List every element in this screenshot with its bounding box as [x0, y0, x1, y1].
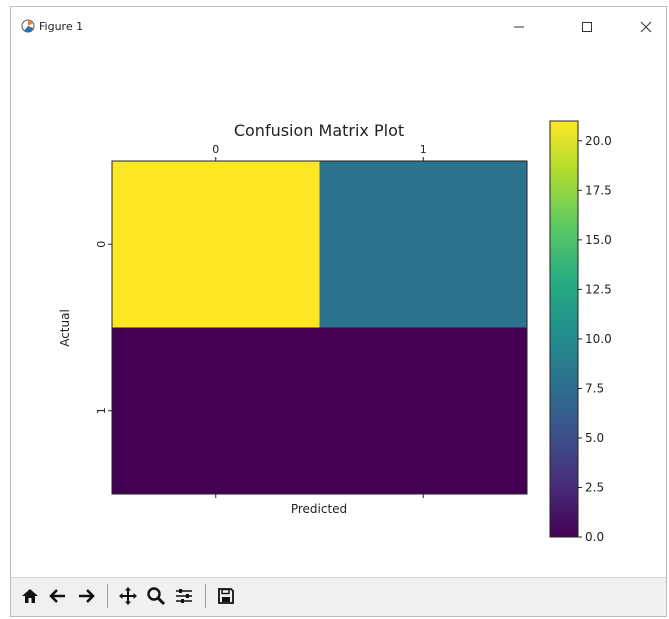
heatmap-cell	[319, 327, 527, 494]
save-icon	[218, 588, 234, 604]
y-tick-label: 0	[95, 241, 108, 248]
figure-window: Figure 1 Confusion Matrix Plot	[10, 6, 667, 617]
arrow-left-icon	[49, 589, 65, 603]
y-axis: 01	[95, 241, 112, 414]
sliders-icon	[176, 589, 192, 603]
y-tick-label: 1	[95, 407, 108, 414]
toolbar-separator	[107, 584, 108, 608]
configure-subplots-button[interactable]	[171, 583, 197, 609]
colorbar-tick-label: 7.5	[585, 381, 604, 395]
heatmap-cell	[112, 327, 320, 494]
colorbar-tick-label: 0.0	[585, 530, 604, 544]
y-axis-label: Actual	[58, 309, 72, 347]
home-button[interactable]	[17, 583, 43, 609]
colorbar-tick-label: 10.0	[585, 332, 612, 346]
colorbar-tick-label: 15.0	[585, 233, 612, 247]
pan-button[interactable]	[115, 583, 141, 609]
minimize-button[interactable]	[499, 13, 539, 41]
x-tick-label: 1	[420, 143, 427, 156]
chart-title: Confusion Matrix Plot	[234, 121, 404, 140]
arrow-right-icon	[79, 589, 95, 603]
move-icon	[119, 587, 137, 605]
x-axis-label: Predicted	[291, 502, 347, 516]
colorbar-tick-label: 20.0	[585, 134, 612, 148]
title-bar[interactable]: Figure 1	[11, 7, 666, 47]
back-button[interactable]	[45, 583, 71, 609]
toolbar-separator	[205, 584, 206, 608]
heatmap-cells	[112, 161, 527, 494]
heatmap-cell	[319, 161, 527, 328]
colorbar-ticks: 0.0 2.5 5.0 7.5 10.0 12.5 15.0 17.5 20.0	[578, 134, 612, 544]
navigation-toolbar	[11, 577, 666, 616]
window-title: Figure 1	[39, 20, 84, 33]
colorbar	[549, 120, 579, 538]
zoom-button[interactable]	[143, 583, 169, 609]
save-button[interactable]	[213, 583, 239, 609]
matplotlib-icon	[21, 19, 35, 33]
minimize-icon	[514, 26, 524, 28]
maximize-icon	[582, 22, 592, 32]
colorbar-tick-label: 12.5	[585, 282, 612, 296]
plot-frame	[111, 160, 528, 495]
x-tick-label: 0	[212, 143, 219, 156]
forward-button[interactable]	[73, 583, 99, 609]
colorbar-tick-label: 17.5	[585, 183, 612, 197]
heatmap-cell	[112, 161, 320, 328]
colorbar-tick-label: 5.0	[585, 431, 604, 445]
maximize-button[interactable]	[567, 13, 607, 41]
colorbar-tick-label: 2.5	[585, 480, 604, 494]
home-icon	[22, 589, 38, 603]
close-icon	[640, 21, 652, 33]
close-button[interactable]	[626, 13, 666, 41]
zoom-icon	[147, 587, 166, 606]
